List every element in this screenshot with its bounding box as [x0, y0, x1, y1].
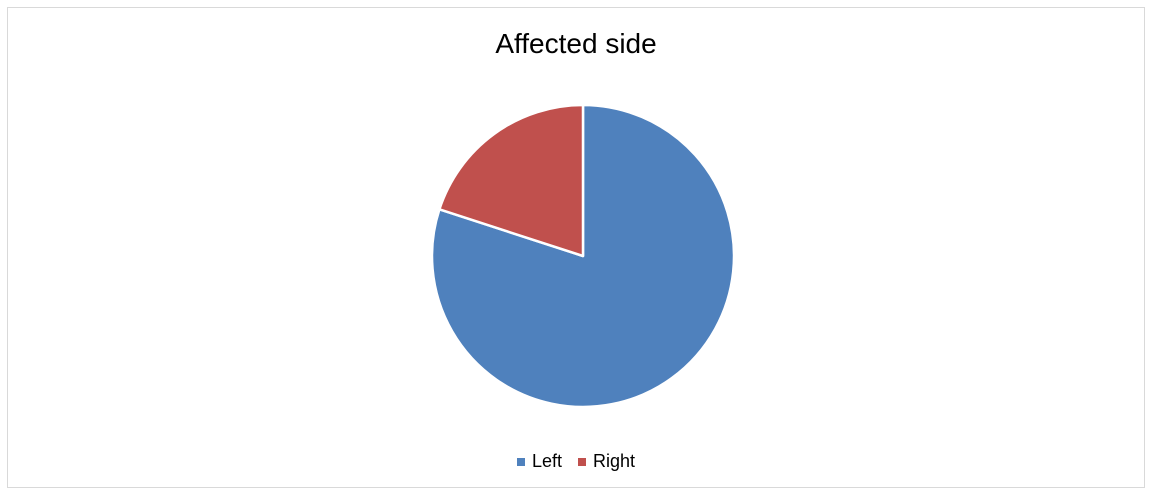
legend-swatch-left: [516, 457, 525, 466]
chart-title: Affected side: [495, 28, 657, 59]
legend-item-left: Left: [516, 451, 562, 472]
chart-container: Affected side Left Right: [7, 7, 1145, 488]
pie-slice-right: [438, 103, 585, 258]
legend-label-right: Right: [593, 451, 636, 471]
legend: Left Right: [8, 451, 1144, 472]
pie-plot: [430, 103, 736, 409]
legend-item-right: Right: [578, 451, 635, 472]
legend-swatch-right: [578, 457, 586, 466]
legend-label-left: Left: [531, 451, 562, 471]
